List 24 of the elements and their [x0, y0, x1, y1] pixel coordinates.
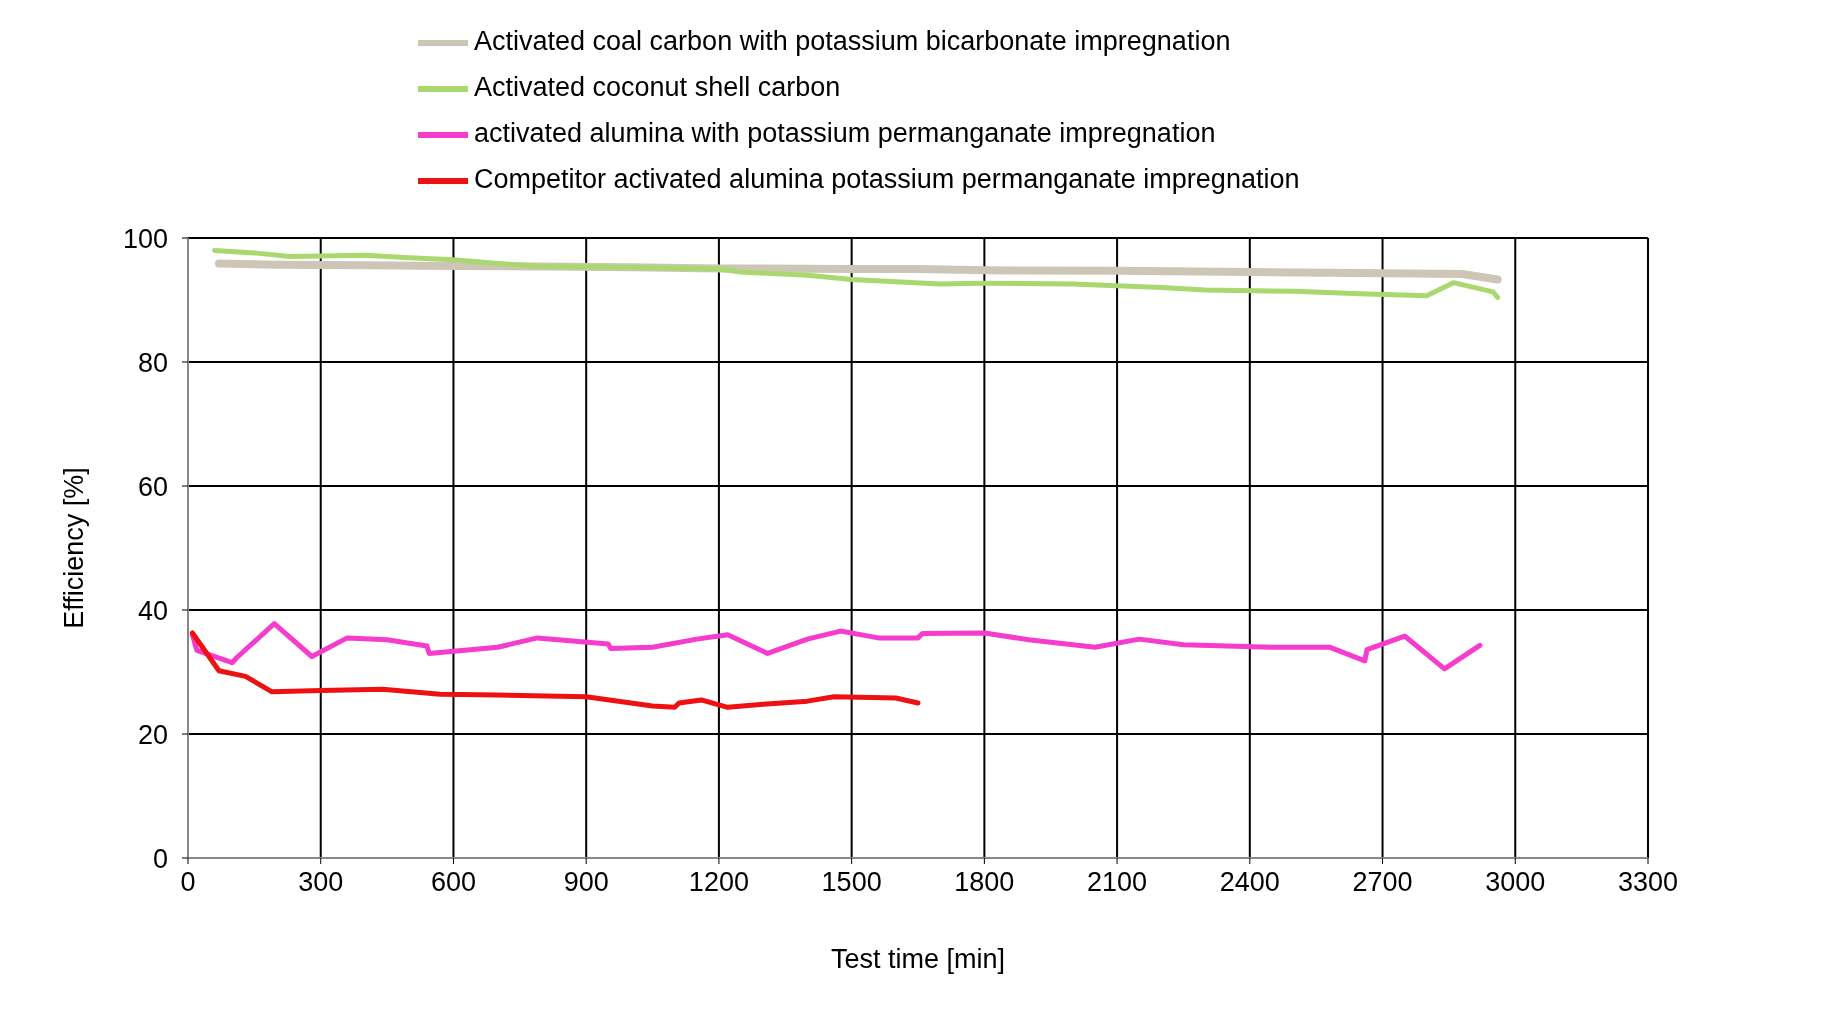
- x-tick-label: 2100: [1087, 867, 1148, 898]
- y-tick-label: 80: [137, 347, 168, 378]
- x-tick-label: 2400: [1219, 867, 1280, 898]
- x-tick-label: 300: [298, 867, 344, 898]
- x-tick-label: 3000: [1485, 867, 1546, 898]
- legend-label: Competitor activated alumina potassium permanganate impregnation: [474, 163, 1300, 195]
- legend-label: activated alumina with potassium permanganate impregnation: [474, 117, 1216, 149]
- x-tick-label: 0: [180, 867, 196, 898]
- x-tick-label: 1500: [821, 867, 882, 898]
- legend-label: Activated coconut shell carbon: [474, 71, 841, 103]
- y-tick-label: 60: [137, 471, 168, 502]
- x-axis-title: Test time [min]: [830, 944, 1006, 974]
- x-tick-label: 1200: [688, 867, 749, 898]
- legend-label: Activated coal carbon with potassium bicarbonate impregnation: [474, 25, 1231, 57]
- y-tick-label: 20: [137, 719, 168, 750]
- y-axis-title: Efficiency [%]: [58, 467, 89, 629]
- x-tick-label: 900: [563, 867, 609, 898]
- y-tick-label: 100: [122, 223, 168, 254]
- x-tick-label: 2700: [1352, 867, 1413, 898]
- y-tick-label: 0: [152, 843, 168, 874]
- x-tick-label: 1800: [954, 867, 1015, 898]
- x-tick-label: 600: [430, 867, 476, 898]
- y-tick-label: 40: [137, 595, 168, 626]
- x-tick-label: 3300: [1617, 867, 1679, 898]
